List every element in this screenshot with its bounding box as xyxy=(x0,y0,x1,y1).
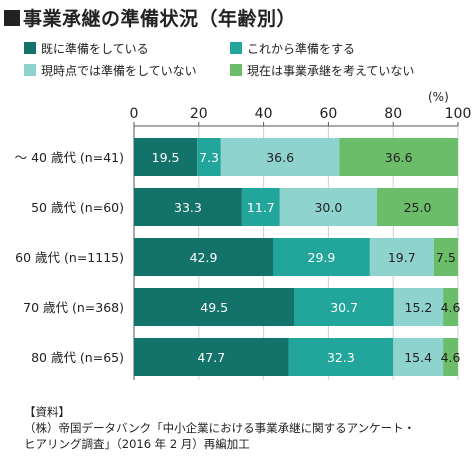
data-label: 19.7 xyxy=(388,250,416,265)
category-label: 80 歳代 (n=65) xyxy=(31,350,124,365)
legend-swatch-2 xyxy=(230,42,242,54)
bar-segment xyxy=(433,238,458,276)
x-tick-label: 60 xyxy=(319,106,337,122)
bar-segment xyxy=(294,288,394,326)
title-square-icon xyxy=(4,10,20,26)
bar-segment xyxy=(241,188,280,226)
x-tick-label: 100 xyxy=(445,106,472,122)
data-label: 30.7 xyxy=(330,300,358,315)
stacked-bar-chart: 0 20 40 60 80 100 ～ 40 歳代 (n=41) 19.5 7.3 36.6 36.… xyxy=(15,106,472,380)
category-label: 50 歳代 (n=60) xyxy=(31,200,124,215)
legend-label-4: 現在は事業承継を考えていない xyxy=(247,64,415,78)
source-line-1: （株）帝国データバンク「中小企業における事業承継に関するアンケート・ xyxy=(24,421,416,435)
source-note: 【資料】 （株）帝国データバンク「中小企業における事業承継に関するアンケート・ … xyxy=(24,404,464,452)
source-heading: 【資料】 xyxy=(24,405,70,419)
data-label: 7.3 xyxy=(199,150,219,165)
unit-label: (%) xyxy=(428,90,449,104)
x-tick-label: 0 xyxy=(130,106,139,122)
category-label: 60 歳代 (n=1115) xyxy=(15,250,124,265)
data-label: 7.5 xyxy=(436,250,456,265)
bar-segment xyxy=(134,238,273,276)
data-label: 19.5 xyxy=(152,150,180,165)
data-label: 42.9 xyxy=(190,250,218,265)
bar-segment xyxy=(377,188,458,226)
legend-swatch-1 xyxy=(24,42,36,54)
legend-label-1: 既に準備をしている xyxy=(41,42,149,56)
legend-swatch-3 xyxy=(24,64,36,76)
data-label: 33.3 xyxy=(174,200,202,215)
bar-segment xyxy=(339,138,458,176)
legend-item-2: これから準備をする xyxy=(230,42,355,56)
chart-title-text: 事業承継の準備状況（年齢別） xyxy=(23,8,297,30)
chart-title: 事業承継の準備状況（年齢別） xyxy=(4,4,296,31)
legend-item-3: 現時点では準備をしていない xyxy=(24,64,197,78)
data-label: 36.6 xyxy=(266,150,294,165)
legend-label-3: 現時点では準備をしていない xyxy=(41,64,197,78)
data-label: 11.7 xyxy=(247,200,275,215)
data-label: 4.6 xyxy=(441,300,461,315)
bar-segment xyxy=(288,338,394,376)
bar-segment xyxy=(393,338,444,376)
x-tick-label: 20 xyxy=(190,106,208,122)
bar-segment xyxy=(443,338,458,376)
bar-segment xyxy=(443,288,458,326)
legend-swatch-4 xyxy=(230,64,242,76)
source-line-2: ヒアリング調査」（2016 年 2 月）再編加工 xyxy=(24,437,250,451)
data-label: 30.0 xyxy=(314,200,342,215)
bar-segment xyxy=(369,238,434,276)
bar-segment xyxy=(272,238,370,276)
bar-segment xyxy=(134,188,242,226)
category-label: 70 歳代 (n=368) xyxy=(23,300,124,315)
legend-label-2: これから準備をする xyxy=(247,42,356,56)
bar-segment xyxy=(279,188,377,226)
x-tick-label: 80 xyxy=(384,106,402,122)
category-label: ～ 40 歳代 (n=41) xyxy=(15,150,124,165)
data-label: 47.7 xyxy=(197,350,225,365)
bar-segment xyxy=(393,288,444,326)
data-label: 49.5 xyxy=(200,300,228,315)
data-label: 15.4 xyxy=(404,350,432,365)
bar-segment xyxy=(134,338,289,376)
bar-segment xyxy=(134,138,198,176)
data-label: 15.2 xyxy=(405,300,433,315)
legend-item-1: 既に準備をしている xyxy=(24,42,149,56)
bar-segment xyxy=(134,288,295,326)
data-label: 25.0 xyxy=(404,200,432,215)
legend-item-4: 現在は事業承継を考えていない xyxy=(230,64,414,78)
bar-segment xyxy=(197,138,221,176)
data-label: 29.9 xyxy=(308,250,336,265)
data-label: 36.6 xyxy=(385,150,413,165)
bar-segment xyxy=(220,138,340,176)
data-label: 4.6 xyxy=(441,350,461,365)
data-label: 32.3 xyxy=(327,350,355,365)
x-tick-label: 40 xyxy=(255,106,273,122)
